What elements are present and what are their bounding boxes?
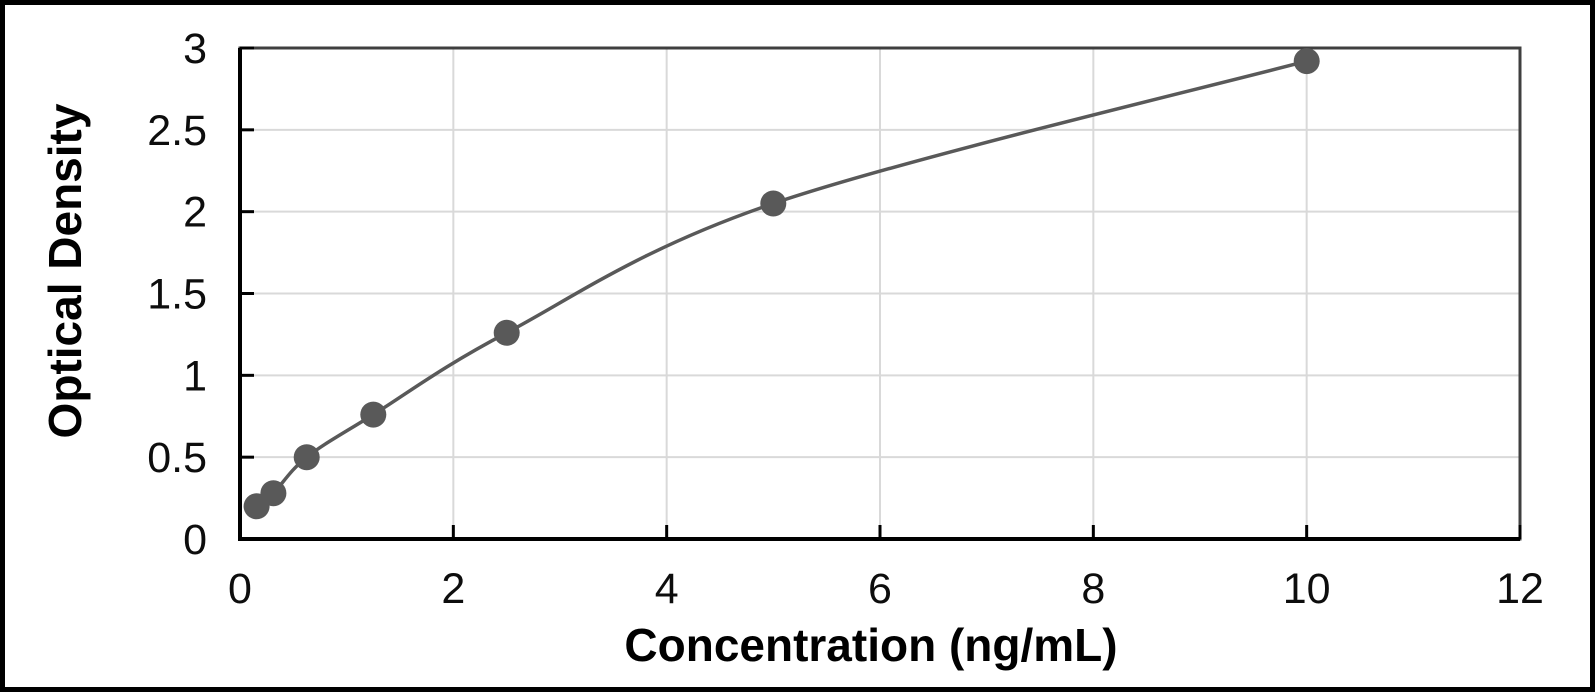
- x-tick-label: 6: [868, 565, 892, 613]
- x-tick-label: 2: [441, 565, 465, 613]
- x-tick-label: 4: [655, 565, 679, 613]
- data-point-marker: [1293, 48, 1320, 75]
- plot-svg: 0 0.5 1 1.5 2 2.5 3 0 2 4 6 8 10 12 Concentration (ng…: [39, 25, 1544, 671]
- y-axis-title: Optical Density: [39, 103, 91, 438]
- x-tick-label: 0: [228, 565, 252, 613]
- y-tick-label: 0.5: [147, 434, 207, 482]
- x-axis-title: Concentration (ng/mL): [624, 619, 1117, 671]
- standard-curve-line: [255, 59, 1308, 508]
- data-point-marker: [760, 190, 787, 217]
- y-tick-label: 1.5: [147, 271, 207, 319]
- tick-labels-layer: 0 0.5 1 1.5 2 2.5 3 0 2 4 6 8 10 12: [147, 25, 1544, 613]
- markers-layer: [243, 48, 1320, 520]
- y-tick-label: 1: [183, 352, 207, 400]
- x-tick-label: 8: [1081, 565, 1105, 613]
- y-tick-label: 2.5: [147, 107, 207, 155]
- gridlines-layer: [240, 48, 1520, 539]
- x-tick-label: 10: [1283, 565, 1331, 613]
- data-point-marker: [360, 401, 387, 428]
- data-point-marker: [493, 319, 520, 346]
- axis-ticks-layer: [238, 46, 1522, 541]
- x-tick-label: 12: [1496, 565, 1544, 613]
- y-tick-label: 3: [183, 25, 207, 73]
- y-tick-label: 0: [183, 516, 207, 564]
- data-point-marker: [293, 444, 320, 471]
- curve-layer: [255, 59, 1308, 508]
- data-point-marker: [260, 480, 287, 507]
- y-tick-label: 2: [183, 189, 207, 237]
